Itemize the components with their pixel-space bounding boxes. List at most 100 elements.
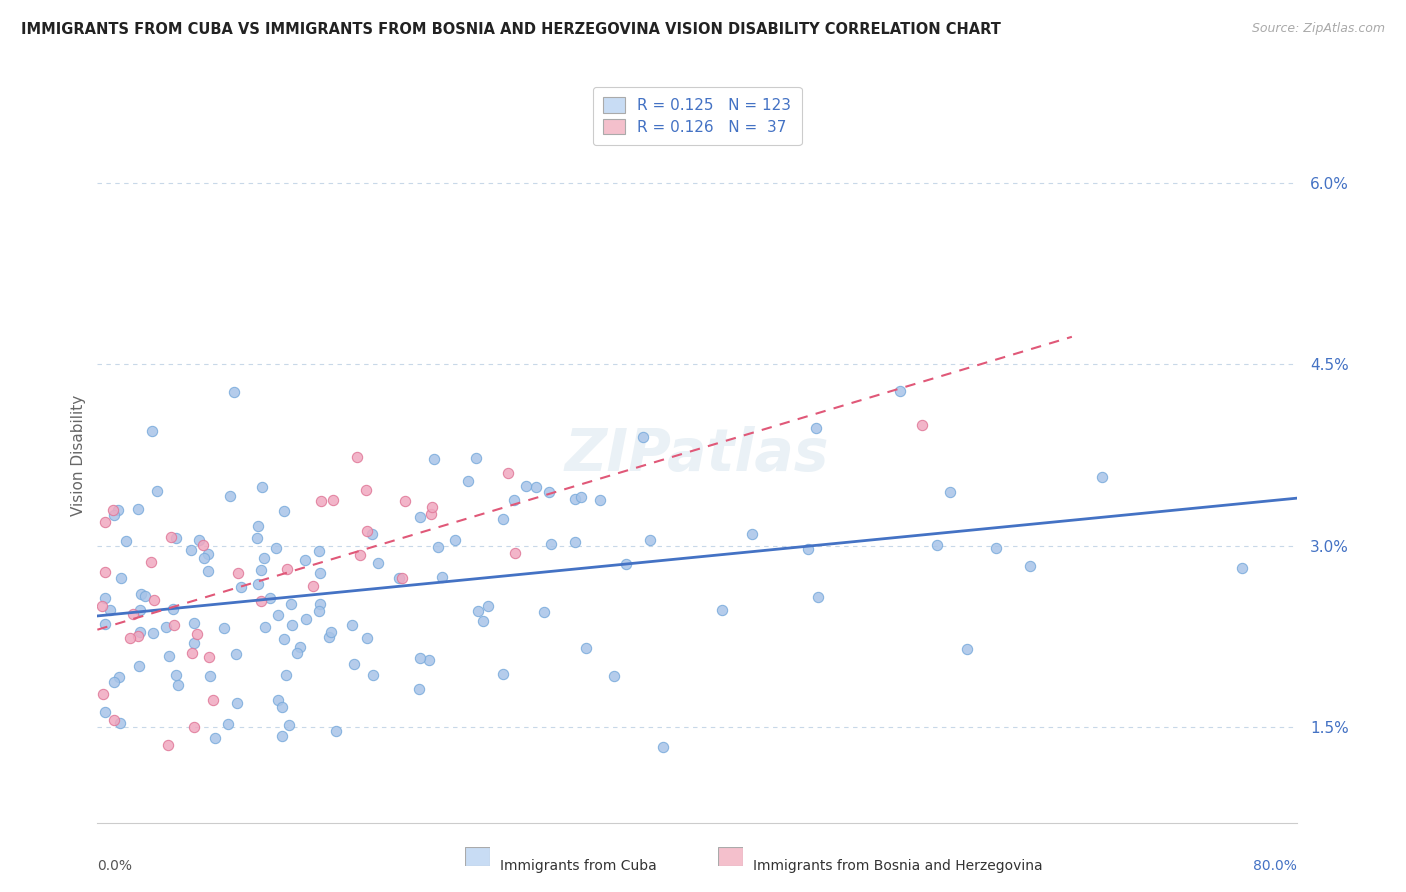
Point [409,510,432,524]
Point [93,515,115,529]
Point [197,564,219,578]
Point [160,530,183,544]
Point [122,607,145,621]
Point [110,571,132,585]
Text: IMMIGRANTS FROM CUBA VS IMMIGRANTS FROM BOSNIA AND HERZEGOVINA VISION DISABILITY: IMMIGRANTS FROM CUBA VS IMMIGRANTS FROM … [21,22,1001,37]
Point [193,550,215,565]
Point [796,542,818,557]
Point [129,603,152,617]
Point [131,586,153,600]
Point [925,538,948,552]
Point [343,657,366,671]
Point [652,740,675,755]
Point [308,566,330,581]
Point [346,450,368,464]
Point [418,652,440,666]
Legend: R = 0.125   N = 123, R = 0.126   N =  37: R = 0.125 N = 123, R = 0.126 N = 37 [592,87,801,145]
Point [162,602,184,616]
Point [273,503,295,517]
Point [204,731,226,745]
Point [1091,470,1114,484]
Text: Immigrants from Cuba: Immigrants from Cuba [501,859,657,873]
Point [101,503,124,517]
Point [807,590,830,604]
Point [98,603,121,617]
Point [197,649,219,664]
Point [94,705,117,719]
Text: Immigrants from Bosnia and Herzegovina: Immigrants from Bosnia and Herzegovina [754,859,1043,873]
Point [569,490,592,504]
Point [367,556,389,570]
Point [246,531,269,545]
Point [259,591,281,606]
Text: ZIPatlas: ZIPatlas [565,426,830,483]
Point [302,579,325,593]
Point [309,597,332,611]
Point [166,678,188,692]
Point [602,669,624,683]
Point [443,533,465,547]
Point [90,599,112,614]
Point [217,717,239,731]
Point [318,630,340,644]
Point [146,483,169,498]
Point [614,557,637,571]
Point [91,687,114,701]
Point [388,571,411,585]
Point [394,494,416,508]
Point [267,692,290,706]
Point [471,615,494,629]
Point [250,594,273,608]
Point [311,493,333,508]
Point [250,562,273,576]
Point [408,681,430,696]
Point [141,424,163,438]
Point [288,640,311,654]
Point [181,646,204,660]
Point [465,451,488,466]
Point [107,502,129,516]
Point [280,598,302,612]
Point [391,571,413,585]
Point [423,452,446,467]
Point [321,625,343,640]
Point [247,518,270,533]
Point [155,620,177,634]
Point [264,541,287,555]
Point [422,500,444,515]
Point [322,492,344,507]
Point [638,533,661,547]
Point [127,628,149,642]
FancyBboxPatch shape [465,847,491,866]
Point [142,626,165,640]
Point [94,616,117,631]
Point [183,721,205,735]
Point [467,604,489,618]
Point [128,659,150,673]
Point [430,570,453,584]
Point [165,531,187,545]
Point [741,526,763,541]
Point [108,669,131,683]
Point [188,533,211,548]
Point [281,617,304,632]
Point [361,668,384,682]
Point [247,577,270,591]
Point [575,640,598,655]
Point [197,548,219,562]
Point [491,667,513,681]
Point [278,718,301,732]
Point [226,696,249,710]
Point [285,646,308,660]
Point [270,729,292,743]
Point [502,492,524,507]
Point [127,502,149,516]
Point [103,713,125,727]
Point [427,540,450,554]
Point [589,493,612,508]
Point [294,553,316,567]
Point [503,546,526,560]
Point [139,555,162,569]
Point [183,615,205,630]
Point [202,693,225,707]
